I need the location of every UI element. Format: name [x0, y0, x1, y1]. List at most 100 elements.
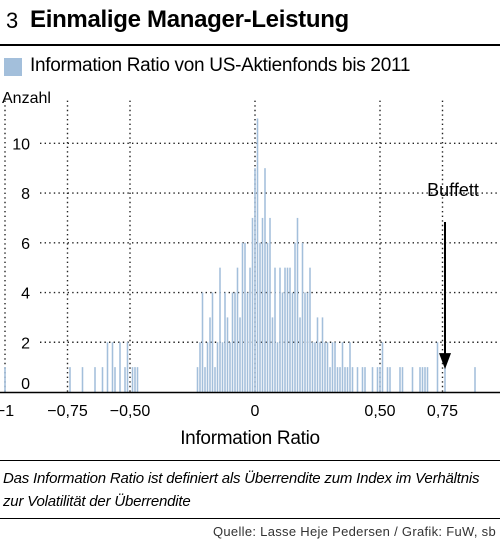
histogram-bar [426, 367, 429, 392]
histogram-bar [276, 342, 279, 392]
histogram-bar [304, 292, 306, 392]
histogram-bar [214, 367, 216, 392]
x-tick-label: −1 [0, 403, 14, 420]
histogram-bar [339, 367, 341, 392]
histogram-bar [279, 267, 281, 392]
histogram-bar [111, 342, 114, 392]
histogram-bar [211, 292, 214, 392]
y-tick-label: 8 [21, 186, 30, 203]
histogram-bar [224, 292, 226, 392]
histogram-bar [246, 292, 249, 392]
caption-rule [0, 460, 500, 461]
histogram-bar [386, 367, 389, 392]
figure-header: 3 Einmalige Manager-Leistung [6, 4, 494, 40]
histogram-bar [69, 367, 71, 392]
histogram-bar [219, 267, 221, 392]
histogram-bar [126, 342, 129, 392]
histogram-bar [236, 267, 239, 392]
histogram-bar [294, 242, 296, 392]
figure-number: 3 [6, 8, 19, 33]
y-axis-label: Anzahl [2, 90, 51, 107]
histogram-bar [199, 342, 201, 392]
histogram-bar [201, 292, 204, 392]
histogram-bar [254, 168, 256, 392]
histogram-bar [474, 367, 476, 392]
histogram-bar [241, 242, 244, 392]
caption: Das Information Ratio ist definiert als … [3, 470, 480, 510]
source-credit: Quelle: Lasse Heje Pedersen / Grafik: Fu… [212, 524, 496, 539]
histogram-chart: 0 2 4 6 8 10 −1 −0,75 −0,50 0 0,50 0,75 Buffett [0, 100, 500, 420]
histogram-bar [364, 367, 366, 392]
histogram-bar [351, 367, 354, 392]
histogram-bar [286, 267, 289, 392]
histogram-bar [321, 317, 324, 392]
histogram-bar [94, 367, 96, 392]
legend-swatch [4, 58, 22, 76]
histogram-bar [209, 317, 211, 392]
figure-title: Einmalige Manager-Leistung [30, 6, 349, 33]
histogram-bar [134, 367, 136, 392]
histogram-bar [226, 317, 229, 392]
x-axis-label: Information Ratio [180, 428, 320, 449]
annotation-label: Buffett [427, 180, 479, 200]
annotation-layer: Buffett [427, 180, 479, 370]
histogram-bar [229, 342, 231, 392]
histogram-bar [264, 168, 266, 392]
histogram-bar [296, 217, 299, 392]
y-tick-label: 2 [21, 335, 30, 352]
y-tick-label: 4 [21, 286, 30, 303]
histogram-bar [251, 217, 254, 392]
y-tick-label: 0 [21, 376, 30, 393]
histogram-bar [266, 242, 269, 392]
histogram-bar [316, 317, 319, 392]
annotation-arrow-head [439, 353, 451, 370]
histogram-bar [346, 367, 349, 392]
histogram-bar [216, 342, 219, 392]
histogram-bar [284, 267, 286, 392]
histogram-bar [234, 292, 236, 392]
histogram-bar [299, 317, 301, 392]
histogram-bar [269, 217, 271, 392]
histogram-bar [419, 367, 421, 392]
histogram-bar [291, 292, 294, 392]
histogram-bar [256, 118, 259, 392]
histogram-bar [424, 367, 426, 392]
histogram-bar [349, 342, 351, 392]
histogram-bar [81, 367, 84, 392]
histogram-bar [444, 367, 446, 392]
histogram-bar [324, 342, 326, 392]
histogram-bar [331, 342, 334, 392]
histogram-bar [319, 342, 321, 392]
histogram-bar [244, 242, 246, 392]
histogram-bar [206, 342, 209, 392]
histogram-bar [114, 367, 116, 392]
bar-layer [4, 118, 476, 392]
histogram-bar [306, 292, 309, 392]
histogram-bar [281, 292, 284, 392]
histogram-bar [274, 267, 276, 392]
histogram-bar [401, 367, 404, 392]
legend-label: Information Ratio von US-Aktienfonds bis… [30, 55, 411, 76]
histogram-bar [204, 367, 206, 392]
y-tick-label: 10 [12, 136, 30, 153]
histogram-bar [311, 342, 314, 392]
histogram-bar [399, 367, 401, 392]
histogram-bar [119, 342, 121, 392]
x-tick-label: −0,75 [47, 403, 88, 420]
histogram-bar [421, 367, 424, 392]
x-tick-label: −0,50 [110, 403, 151, 420]
histogram-bar [344, 367, 346, 392]
histogram-bar [196, 367, 199, 392]
histogram-bar [371, 367, 374, 392]
histogram-bar [341, 342, 344, 392]
histogram-bar [231, 292, 234, 392]
histogram-bar [106, 342, 109, 392]
histogram-bar [379, 367, 381, 392]
histogram-bar [309, 267, 311, 392]
histogram-bar [301, 242, 304, 392]
histogram-bar [336, 367, 339, 392]
histogram-bar [4, 367, 6, 392]
histogram-bar [221, 342, 224, 392]
histogram-bar [376, 367, 379, 392]
histogram-bar [334, 342, 336, 392]
